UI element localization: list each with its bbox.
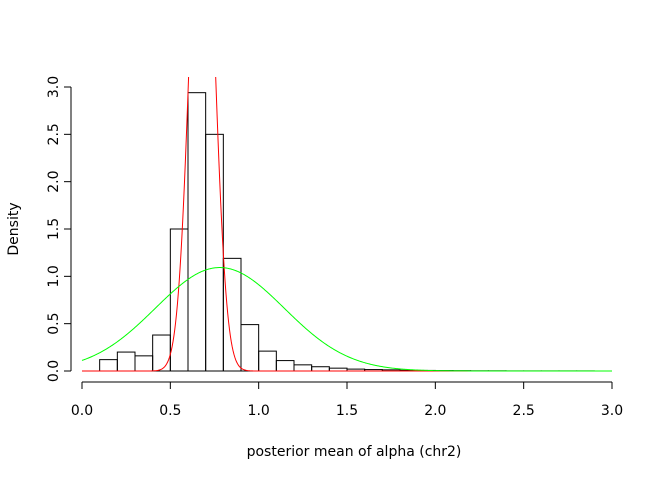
histogram-bar [116,351,136,372]
density-curve [81,267,612,372]
histogram-bar [99,359,118,372]
histogram-bars [99,92,595,372]
histogram-bar [293,364,313,372]
histogram-bar [152,334,171,372]
y-tick-label: 0.0 [46,360,62,382]
histogram-bar [222,257,242,372]
x-axis-title: posterior mean of alpha (chr2) [247,444,462,460]
histogram-bar [240,324,260,372]
x-tick-label: 0.5 [159,403,181,419]
y-tick-label: 2.0 [46,171,62,193]
histogram-bar [169,228,189,372]
x-tick-label: 0.0 [71,403,93,419]
x-tick-label: 2.5 [513,403,535,419]
x-tick-label: 2.0 [424,403,446,419]
histogram-bar [134,355,154,372]
histogram-bar [205,133,224,372]
x-tick-label: 3.0 [601,403,623,419]
density-curve [82,77,612,372]
density-curves [81,77,612,372]
y-tick-label: 2.5 [46,123,62,145]
y-tick-label: 3.0 [46,76,62,98]
histogram-bar [311,366,330,372]
x-axis: 0.0 0.5 1.0 1.5 2.0 2.5 3.0 [71,381,623,419]
histogram-bar [275,360,295,372]
histogram-bar [187,92,207,372]
y-axis: 0.0 0.5 1.0 1.5 2.0 2.5 3.0 [46,76,72,382]
y-tick-label: 0.5 [46,313,62,335]
x-tick-label: 1.5 [336,403,358,419]
histogram-bar [258,350,277,372]
x-tick-label: 1.0 [248,403,270,419]
y-axis-title: Density [6,202,22,255]
y-tick-label: 1.5 [46,218,62,240]
y-tick-label: 1.0 [46,265,62,287]
